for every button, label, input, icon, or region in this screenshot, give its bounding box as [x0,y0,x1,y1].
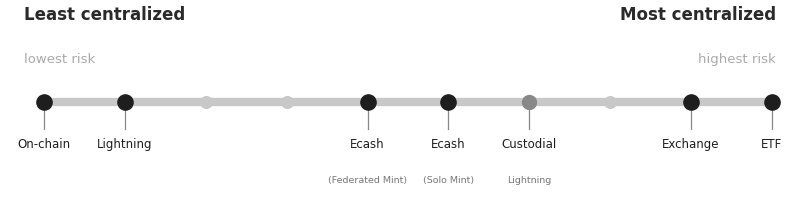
Text: Exchange: Exchange [662,138,720,151]
Text: Lightning: Lightning [97,138,153,151]
Text: Least centralized: Least centralized [24,6,186,24]
Text: Ecash: Ecash [431,138,466,151]
Text: On-chain: On-chain [18,138,70,151]
Point [604,100,617,103]
Text: (Solo Mint): (Solo Mint) [423,176,474,185]
Text: ETF: ETF [762,138,782,151]
Text: lowest risk: lowest risk [24,53,95,66]
Text: Custodial: Custodial [502,138,557,151]
Point [38,100,50,103]
Text: Lightning: Lightning [507,176,551,185]
Point [361,100,374,103]
Point [685,100,698,103]
Text: Ecash: Ecash [350,138,385,151]
Text: highest risk: highest risk [698,53,776,66]
Text: (Federated Mint): (Federated Mint) [328,176,407,185]
Point [442,100,455,103]
Point [118,100,131,103]
Point [199,100,212,103]
Text: Most centralized: Most centralized [620,6,776,24]
Point [280,100,293,103]
Point [766,100,778,103]
Point [523,100,536,103]
